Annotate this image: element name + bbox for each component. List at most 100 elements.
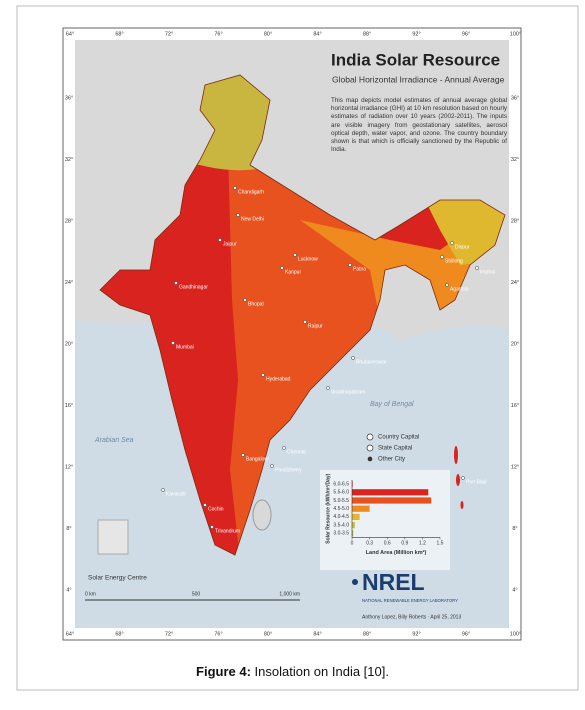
bar	[352, 497, 432, 504]
city-marker	[174, 281, 178, 285]
longitude-label: 84°	[313, 31, 321, 37]
nrel-org: NATIONAL RENEWABLE ENERGY LABORATORY	[362, 598, 458, 603]
city-marker	[280, 266, 284, 270]
x-tick-label: 0.3	[366, 541, 373, 547]
latitude-label: 4°	[512, 587, 517, 593]
legend-label: Country Capital	[378, 435, 419, 441]
caption-label: Figure 4:	[196, 664, 251, 679]
map-description: This map depicts model estimates of annu…	[331, 97, 507, 154]
longitude-label: 96°	[462, 631, 470, 637]
city-marker	[348, 263, 352, 267]
longitude-label: 92°	[412, 631, 420, 637]
longitude-label: 76°	[214, 31, 222, 37]
nrel-name: NREL	[362, 569, 425, 595]
city-marker	[203, 503, 207, 507]
legend-symbol	[366, 433, 374, 441]
latitude-label: 36°	[65, 95, 73, 101]
latitude-label: 20°	[511, 341, 519, 347]
latitude-label: 12°	[65, 464, 73, 470]
y-axis-label: Solar Resource (kWh/m²/Day)	[325, 473, 331, 543]
city-label: Jaipur	[223, 241, 237, 247]
x-tick-label: 0.9	[401, 541, 408, 547]
latitude-label: 24°	[65, 280, 73, 286]
x-tick-label: 0	[351, 541, 354, 547]
city-label: Patna	[353, 266, 366, 272]
city-marker	[303, 320, 307, 324]
longitude-label: 68°	[115, 31, 123, 37]
zone-east	[300, 200, 505, 320]
city-label: Chennai	[287, 449, 306, 455]
city-label: Lucknow	[298, 256, 318, 262]
sea-label: Bay of Bengal	[370, 401, 414, 408]
city-marker	[461, 476, 465, 480]
city-marker	[440, 255, 444, 259]
emblem	[97, 519, 129, 555]
city-label: Kanpur	[285, 269, 301, 275]
city-label: Trivandrum	[215, 528, 240, 534]
legend-symbol	[367, 456, 373, 462]
city-label: Bhopal	[248, 301, 264, 307]
latitude-label: 16°	[511, 403, 519, 409]
city-marker	[171, 341, 175, 345]
longitude-label: 64°	[66, 631, 74, 637]
longitude-label: 72°	[165, 631, 173, 637]
credit: Anthony Lopez, Billy Roberts · April 25,…	[362, 614, 461, 620]
longitude-label: 80°	[264, 631, 272, 637]
latitude-label: 32°	[511, 157, 519, 163]
longitude-label: 88°	[363, 631, 371, 637]
city-label: Bangalore	[246, 456, 269, 462]
y-tick-label: 5.0-5.5	[333, 498, 349, 504]
city-marker	[243, 298, 247, 302]
latitude-label: 28°	[511, 218, 519, 224]
city-label: Imphal	[480, 269, 495, 275]
y-tick-label: 3.5-4.0	[333, 522, 349, 528]
city-marker	[161, 488, 165, 492]
city-label: Port Blair	[466, 479, 487, 485]
longitude-label: 76°	[214, 631, 222, 637]
longitude-label: 96°	[462, 31, 470, 37]
longitude-label: 84°	[313, 631, 321, 637]
legend-label: Other City	[378, 457, 405, 463]
caption: Figure 4: Insolation on India [10].	[0, 664, 585, 679]
logo-caption: Solar Energy Centre	[88, 575, 147, 582]
longitude-label: 64°	[66, 31, 74, 37]
latitude-label: 4°	[66, 587, 71, 593]
city-marker	[475, 266, 479, 270]
y-tick-label: 4.5-5.0	[333, 506, 349, 512]
city-label: Dispur	[455, 244, 470, 250]
city-marker	[445, 283, 449, 287]
x-tick-label: 1.2	[419, 541, 426, 547]
scale-label: 0 km	[85, 591, 96, 597]
longitude-label: 92°	[412, 31, 420, 37]
legend-symbol	[366, 444, 374, 452]
city-label: Agartala	[450, 286, 469, 292]
zone-northeast	[420, 190, 505, 265]
nrel-logo-mark	[352, 579, 358, 585]
latitude-label: 28°	[65, 218, 73, 224]
latitude-label: 36°	[511, 95, 519, 101]
bar	[352, 505, 370, 512]
longitude-label: 88°	[363, 31, 371, 37]
bar	[352, 522, 355, 529]
city-label: Raipur	[308, 323, 323, 329]
sri-lanka	[252, 499, 272, 531]
legend-label: State Capital	[378, 446, 412, 452]
y-tick-label: 3.0-3.5	[333, 531, 349, 537]
city-marker	[270, 464, 274, 468]
bar	[352, 513, 360, 520]
city-marker	[210, 525, 214, 529]
y-tick-label: 5.5-6.0	[333, 490, 349, 496]
latitude-label: 24°	[511, 280, 519, 286]
latitude-label: 32°	[65, 157, 73, 163]
bar	[352, 489, 429, 496]
city-label: Gandhinagar	[179, 284, 208, 290]
longitude-label: 80°	[264, 31, 272, 37]
bar	[352, 530, 354, 537]
x-tick-label: 1.5	[437, 541, 444, 547]
latitude-label: 8°	[512, 526, 517, 532]
city-label: Hyderabad	[266, 376, 291, 382]
latitude-label: 12°	[511, 464, 519, 470]
scale-label: 500	[192, 591, 201, 597]
